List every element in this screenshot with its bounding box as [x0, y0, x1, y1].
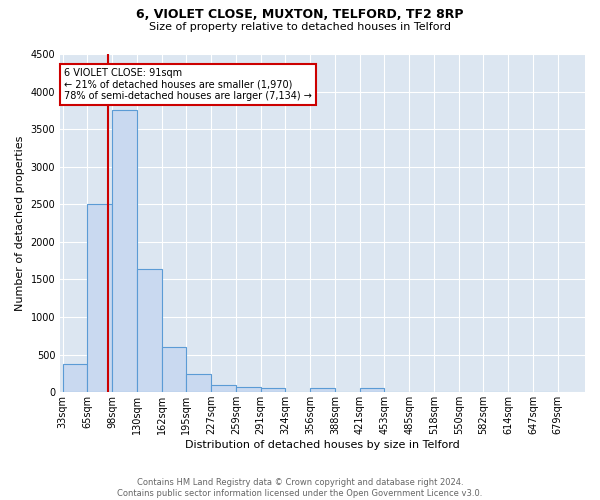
- Bar: [260, 388, 286, 392]
- Y-axis label: Number of detached properties: Number of detached properties: [15, 136, 25, 311]
- Bar: [112, 110, 137, 392]
- Text: Size of property relative to detached houses in Telford: Size of property relative to detached ho…: [149, 22, 451, 32]
- Bar: [310, 388, 335, 392]
- Bar: [211, 384, 236, 392]
- Bar: [236, 388, 260, 392]
- Text: 6 VIOLET CLOSE: 91sqm
← 21% of detached houses are smaller (1,970)
78% of semi-d: 6 VIOLET CLOSE: 91sqm ← 21% of detached …: [64, 68, 312, 100]
- Bar: [161, 347, 187, 392]
- Bar: [62, 364, 88, 392]
- Text: 6, VIOLET CLOSE, MUXTON, TELFORD, TF2 8RP: 6, VIOLET CLOSE, MUXTON, TELFORD, TF2 8R…: [136, 8, 464, 20]
- Bar: [88, 204, 112, 392]
- Bar: [187, 374, 211, 392]
- Bar: [137, 269, 161, 392]
- Bar: [360, 388, 385, 392]
- Text: Contains HM Land Registry data © Crown copyright and database right 2024.
Contai: Contains HM Land Registry data © Crown c…: [118, 478, 482, 498]
- X-axis label: Distribution of detached houses by size in Telford: Distribution of detached houses by size …: [185, 440, 460, 450]
